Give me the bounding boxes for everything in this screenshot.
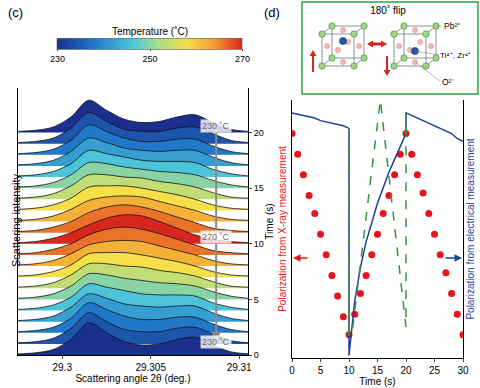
svg-text:O²⁻: O²⁻	[442, 77, 454, 87]
svg-text:20: 20	[254, 128, 264, 138]
svg-text:5: 5	[254, 295, 259, 305]
svg-text:230 ˚C: 230 ˚C	[202, 337, 230, 347]
svg-text:270: 270	[235, 54, 250, 64]
svg-text:25: 25	[429, 365, 441, 376]
svg-text:Polarization from electrical m: Polarization from electrical measurement	[465, 138, 476, 319]
svg-text:15: 15	[254, 183, 264, 193]
svg-text:(d): (d)	[264, 5, 280, 20]
svg-text:250: 250	[142, 54, 157, 64]
svg-text:Scattering angle 2θ (deg.): Scattering angle 2θ (deg.)	[75, 373, 190, 384]
svg-text:0: 0	[254, 350, 259, 360]
svg-text:230: 230	[50, 54, 65, 64]
svg-text:30: 30	[457, 365, 469, 376]
svg-text:10: 10	[254, 239, 264, 249]
svg-text:29.305: 29.305	[135, 362, 166, 373]
svg-text:Pb²⁺: Pb²⁺	[444, 21, 460, 31]
svg-text:Polarization from X-ray measur: Polarization from X-ray measurement	[277, 146, 288, 312]
svg-text:180˚ flip: 180˚ flip	[370, 5, 406, 16]
svg-text:Ti⁴⁺, Zr⁴⁺: Ti⁴⁺, Zr⁴⁺	[440, 51, 471, 60]
svg-text:29.3: 29.3	[52, 362, 72, 373]
svg-text:29.31: 29.31	[227, 362, 252, 373]
svg-text:Scattering intensity: Scattering intensity	[10, 174, 22, 267]
svg-text:270 ˚C: 270 ˚C	[202, 232, 230, 242]
svg-text:230 ˚C: 230 ˚C	[202, 121, 230, 131]
svg-text:5: 5	[318, 365, 324, 376]
svg-text:(c): (c)	[8, 5, 23, 20]
svg-text:0: 0	[289, 365, 295, 376]
svg-text:Temperature (˚C): Temperature (˚C)	[112, 26, 188, 37]
svg-text:15: 15	[372, 365, 384, 376]
svg-text:20: 20	[400, 365, 412, 376]
svg-text:Time (s): Time (s)	[264, 203, 275, 239]
svg-text:10: 10	[343, 365, 355, 376]
svg-text:Time (s): Time (s)	[359, 376, 395, 387]
